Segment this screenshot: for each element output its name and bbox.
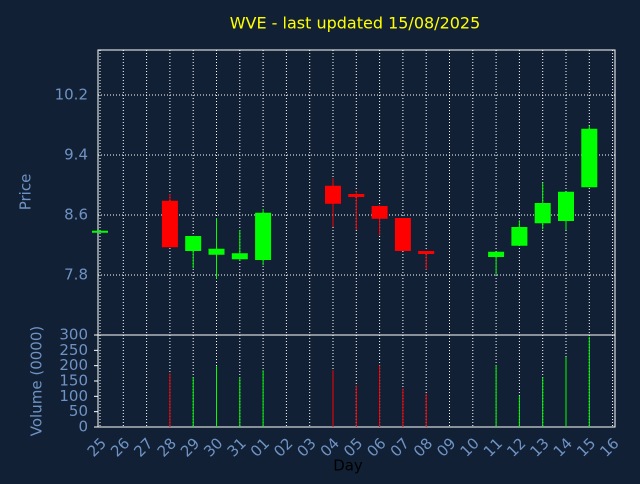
candle-body bbox=[581, 128, 598, 188]
candle-body bbox=[185, 236, 202, 251]
y-tick-label: 8.6 bbox=[64, 206, 88, 224]
volume-tick-label: 0 bbox=[78, 418, 88, 436]
volume-tick-label: 250 bbox=[59, 341, 88, 359]
volume-tick-label: 150 bbox=[59, 372, 88, 390]
volume-axis-title: Volume (0000) bbox=[28, 326, 46, 436]
candle-body bbox=[348, 194, 365, 197]
volume-tick-label: 100 bbox=[59, 387, 88, 405]
candle-body bbox=[92, 230, 108, 233]
candle-body bbox=[488, 251, 505, 257]
y-tick-label: 9.4 bbox=[64, 146, 88, 164]
y-tick-label: 7.8 bbox=[64, 266, 88, 284]
candle-body bbox=[161, 200, 178, 248]
y-axis-title: Price bbox=[17, 174, 35, 211]
candle-body bbox=[418, 251, 435, 254]
volume-tick-label: 300 bbox=[59, 326, 88, 344]
candle-body bbox=[208, 248, 225, 255]
candle-body bbox=[371, 206, 388, 219]
candle-body bbox=[394, 218, 411, 251]
volume-tick-label: 50 bbox=[69, 402, 88, 420]
candle-body bbox=[325, 185, 341, 204]
candle-body bbox=[558, 191, 574, 221]
x-axis-title: Day bbox=[333, 457, 363, 475]
y-tick-label: 10.2 bbox=[55, 86, 88, 104]
volume-tick-label: 200 bbox=[59, 356, 88, 374]
chart-title: WVE - last updated 15/08/2025 bbox=[230, 14, 481, 33]
candle-body bbox=[511, 227, 528, 246]
candle-body bbox=[255, 212, 272, 260]
candle-body bbox=[534, 203, 551, 224]
candle-body bbox=[231, 253, 248, 260]
